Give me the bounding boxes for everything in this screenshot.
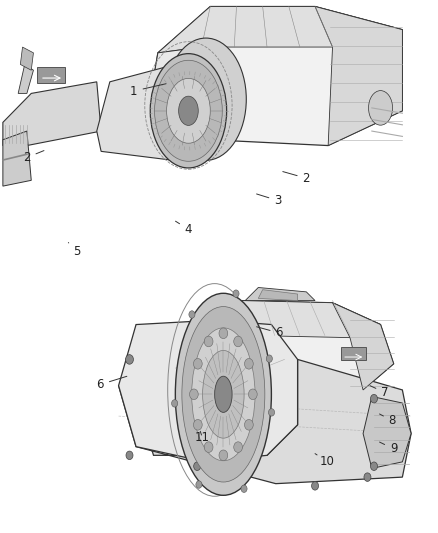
Ellipse shape [166, 78, 210, 143]
Ellipse shape [215, 376, 232, 413]
Circle shape [190, 389, 198, 400]
FancyBboxPatch shape [341, 347, 366, 360]
Circle shape [311, 482, 318, 490]
Text: 2: 2 [23, 151, 44, 164]
Ellipse shape [179, 96, 198, 125]
Circle shape [204, 442, 213, 453]
Circle shape [219, 328, 228, 338]
Circle shape [219, 450, 228, 461]
Circle shape [241, 485, 247, 492]
Polygon shape [210, 301, 394, 397]
Circle shape [244, 419, 253, 430]
Polygon shape [315, 6, 403, 146]
Circle shape [172, 400, 178, 407]
Polygon shape [258, 289, 297, 301]
Polygon shape [149, 6, 403, 146]
Polygon shape [363, 397, 411, 469]
Text: 3: 3 [257, 194, 282, 207]
Circle shape [196, 481, 202, 488]
Circle shape [371, 394, 378, 403]
Text: 10: 10 [315, 454, 335, 468]
Circle shape [234, 336, 243, 347]
Circle shape [244, 359, 253, 369]
Polygon shape [20, 47, 33, 70]
Polygon shape [332, 303, 394, 390]
Text: 6: 6 [257, 326, 283, 340]
Circle shape [204, 336, 213, 347]
Polygon shape [158, 6, 403, 53]
Polygon shape [3, 82, 101, 146]
Polygon shape [149, 47, 210, 140]
Text: 11: 11 [195, 431, 210, 444]
Circle shape [194, 419, 202, 430]
Ellipse shape [166, 38, 246, 160]
Text: 7: 7 [370, 386, 389, 399]
Polygon shape [18, 64, 33, 93]
Polygon shape [245, 287, 315, 301]
Circle shape [268, 409, 275, 416]
Circle shape [248, 389, 257, 400]
Circle shape [233, 290, 239, 297]
FancyBboxPatch shape [37, 68, 65, 83]
Circle shape [266, 355, 272, 362]
Text: 8: 8 [379, 414, 396, 427]
Text: 2: 2 [283, 172, 310, 185]
Polygon shape [119, 320, 297, 462]
Ellipse shape [175, 293, 272, 495]
Ellipse shape [368, 91, 392, 125]
Polygon shape [3, 131, 31, 186]
Ellipse shape [182, 306, 265, 482]
Text: 9: 9 [380, 442, 397, 455]
Ellipse shape [155, 60, 222, 161]
Circle shape [189, 311, 195, 318]
Text: 5: 5 [68, 243, 81, 258]
Polygon shape [119, 359, 411, 483]
Circle shape [126, 354, 134, 364]
Polygon shape [210, 301, 381, 337]
Circle shape [194, 462, 201, 471]
Circle shape [194, 359, 202, 369]
Circle shape [234, 442, 243, 453]
Text: 4: 4 [176, 221, 192, 236]
Circle shape [371, 462, 378, 471]
Ellipse shape [192, 328, 255, 461]
Text: 1: 1 [130, 84, 166, 98]
Ellipse shape [203, 350, 244, 438]
Text: 6: 6 [96, 376, 127, 391]
Circle shape [126, 451, 133, 459]
Ellipse shape [150, 54, 226, 168]
Circle shape [364, 473, 371, 481]
Polygon shape [97, 64, 215, 160]
